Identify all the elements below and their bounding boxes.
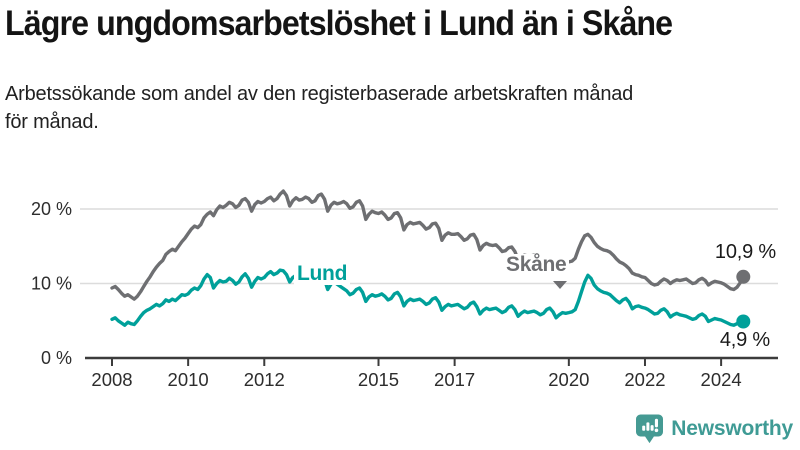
end-dot-skåne <box>736 269 751 284</box>
y-tick-label: 20 % <box>31 199 72 219</box>
x-tick-label: 2024 <box>701 369 742 390</box>
x-tick-label: 2010 <box>168 369 209 390</box>
chart-title: Lägre ungdomsarbetslöshet i Lund än i Sk… <box>5 4 673 43</box>
chart-subtitle-line1: Arbetssökande som andel av den registerb… <box>5 83 634 105</box>
end-value-lund: 4,9 % <box>719 329 770 351</box>
skane-pointer-icon <box>553 281 567 289</box>
x-tick-label: 2022 <box>624 369 665 390</box>
newsworthy-logo-text: Newsworthy <box>671 417 793 440</box>
newsworthy-logo[interactable]: Newsworthy <box>635 413 793 445</box>
series-line-lund <box>110 268 745 327</box>
chart-subtitle: Arbetssökande som andel av den registerb… <box>5 80 633 136</box>
series-line-skåne <box>110 189 745 301</box>
x-tick-label: 2017 <box>434 369 475 390</box>
end-dot-lund <box>736 314 751 329</box>
series-label-skane: Skåne <box>503 254 570 276</box>
x-tick-label: 2015 <box>358 369 399 390</box>
end-value-skane: 10,9 % <box>714 241 776 263</box>
x-tick-label: 2012 <box>244 369 285 390</box>
chart-subtitle-line2: för månad. <box>5 111 99 133</box>
series-label-lund: Lund <box>294 263 351 285</box>
newsworthy-logo-icon <box>636 414 664 444</box>
y-tick-label: 10 % <box>31 274 72 294</box>
x-tick-label: 2008 <box>91 369 132 390</box>
x-tick-label: 2020 <box>548 369 589 390</box>
y-tick-label: 0 % <box>41 348 72 368</box>
